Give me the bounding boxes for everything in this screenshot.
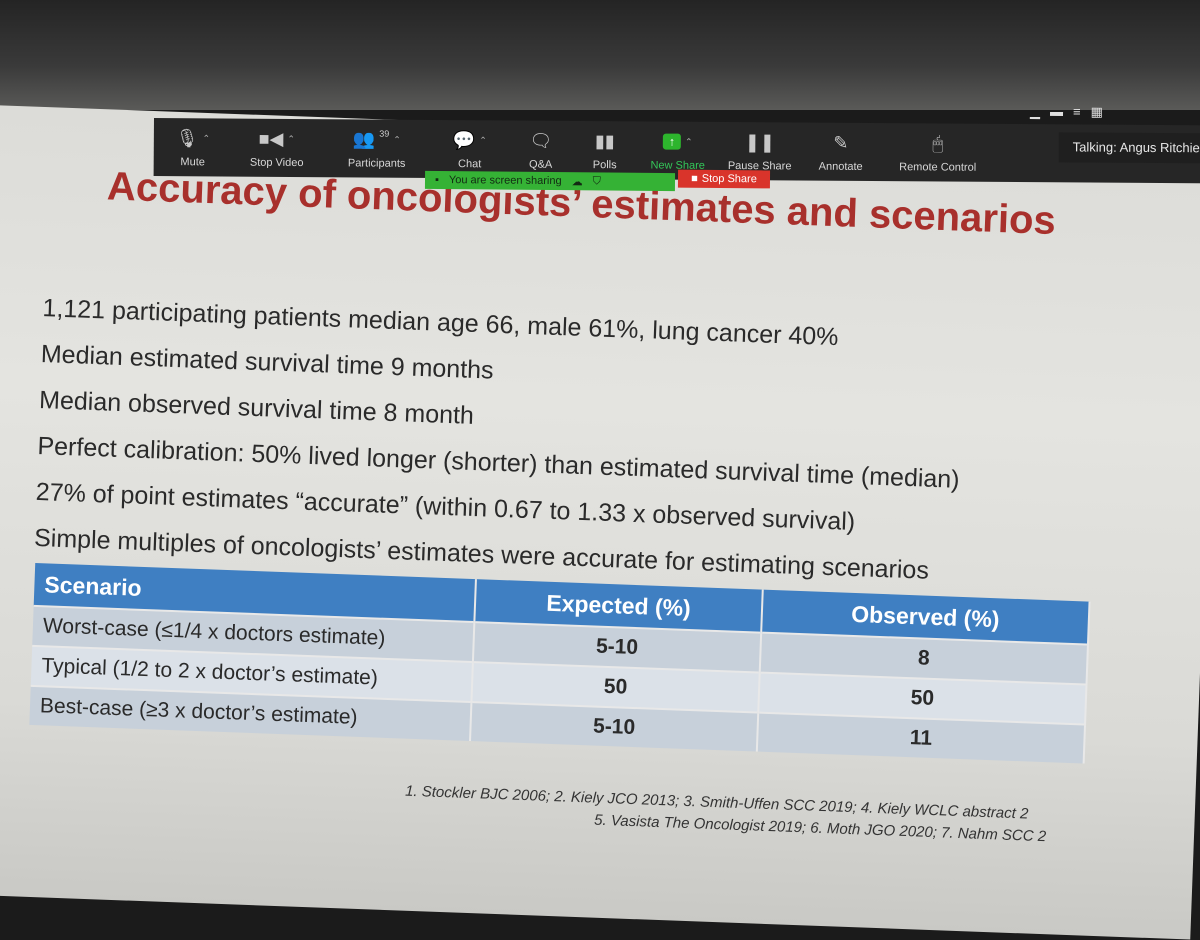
- bullet-list: 1,121 participating patients median age …: [33, 285, 965, 595]
- video-camera-icon: ■◀: [258, 128, 284, 149]
- references: 1. Stockler BJC 2006; 2. Kiely JCO 2013;…: [404, 781, 1047, 849]
- window-controls: ▁ ▬ ≡ ▦: [1030, 104, 1103, 121]
- pause-icon: ❚❚: [744, 132, 775, 153]
- grid-icon[interactable]: ▦: [1090, 104, 1103, 120]
- qa-button[interactable]: 🗨 Q&A: [529, 130, 553, 171]
- meeting-toolbar: 🎙 ⌃ Mute ■◀ ⌃ Stop Video 👥 39 ⌃ Participants…: [153, 118, 1200, 184]
- projected-slide: Accuracy of oncologists’ estimates and s…: [0, 105, 1200, 940]
- new-share-button[interactable]: ↑ ⌃ New Share: [636, 121, 720, 172]
- active-speaker: Talking: Angus Ritchie: [1058, 132, 1200, 164]
- remote-control-button[interactable]: 🖱 Remote Control: [899, 133, 977, 174]
- room-ceiling: [0, 0, 1200, 110]
- mute-button[interactable]: 🎙 ⌃ Mute: [175, 128, 211, 169]
- annotate-button[interactable]: ✎ Annotate: [818, 132, 863, 173]
- stop-share-label: Stop Share: [701, 172, 757, 186]
- dot-icon: ▪: [434, 173, 439, 187]
- screen-sharing-banner: ▪ You are screen sharing ☁ ⛉: [424, 170, 676, 192]
- menu-icon[interactable]: ≡: [1072, 104, 1081, 120]
- qa-icon: 🗨: [529, 130, 553, 151]
- participants-icon: 👥: [352, 129, 376, 150]
- chat-bubble-icon: 💬: [452, 130, 476, 151]
- chevron-down-icon[interactable]: ⌃: [685, 136, 693, 147]
- chat-button[interactable]: 💬 ⌃ Chat: [452, 130, 487, 171]
- microphone-icon: 🎙: [175, 128, 199, 149]
- pause-share-button[interactable]: ❚❚ Pause Share: [727, 132, 792, 173]
- pencil-icon: ✎: [833, 132, 849, 153]
- stop-square-icon: ■: [691, 172, 698, 185]
- chevron-down-icon[interactable]: ⌃: [287, 133, 296, 144]
- polls-button[interactable]: ▮▮ Polls: [592, 131, 617, 172]
- participant-count: 39: [379, 128, 390, 139]
- stop-share-button[interactable]: ■ Stop Share: [677, 169, 771, 189]
- cloud-icon: ☁: [571, 175, 583, 188]
- chevron-down-icon[interactable]: ⌃: [393, 134, 401, 145]
- polls-icon: ▮▮: [594, 131, 615, 152]
- sharing-status: You are screen sharing: [448, 174, 562, 188]
- mouse-icon: 🖱: [932, 133, 944, 154]
- chevron-down-icon[interactable]: ⌃: [479, 135, 487, 146]
- participants-button[interactable]: 👥 39 ⌃ Participants: [322, 119, 432, 170]
- chevron-down-icon[interactable]: ⌃: [202, 133, 211, 144]
- restore-icon[interactable]: ▬: [1049, 103, 1064, 119]
- share-arrow-icon: ↑: [663, 133, 682, 150]
- stop-video-button[interactable]: ■◀ ⌃ Stop Video: [249, 128, 304, 170]
- shield-icon: ⛉: [592, 174, 601, 187]
- minimize-icon[interactable]: ▁: [1029, 103, 1041, 119]
